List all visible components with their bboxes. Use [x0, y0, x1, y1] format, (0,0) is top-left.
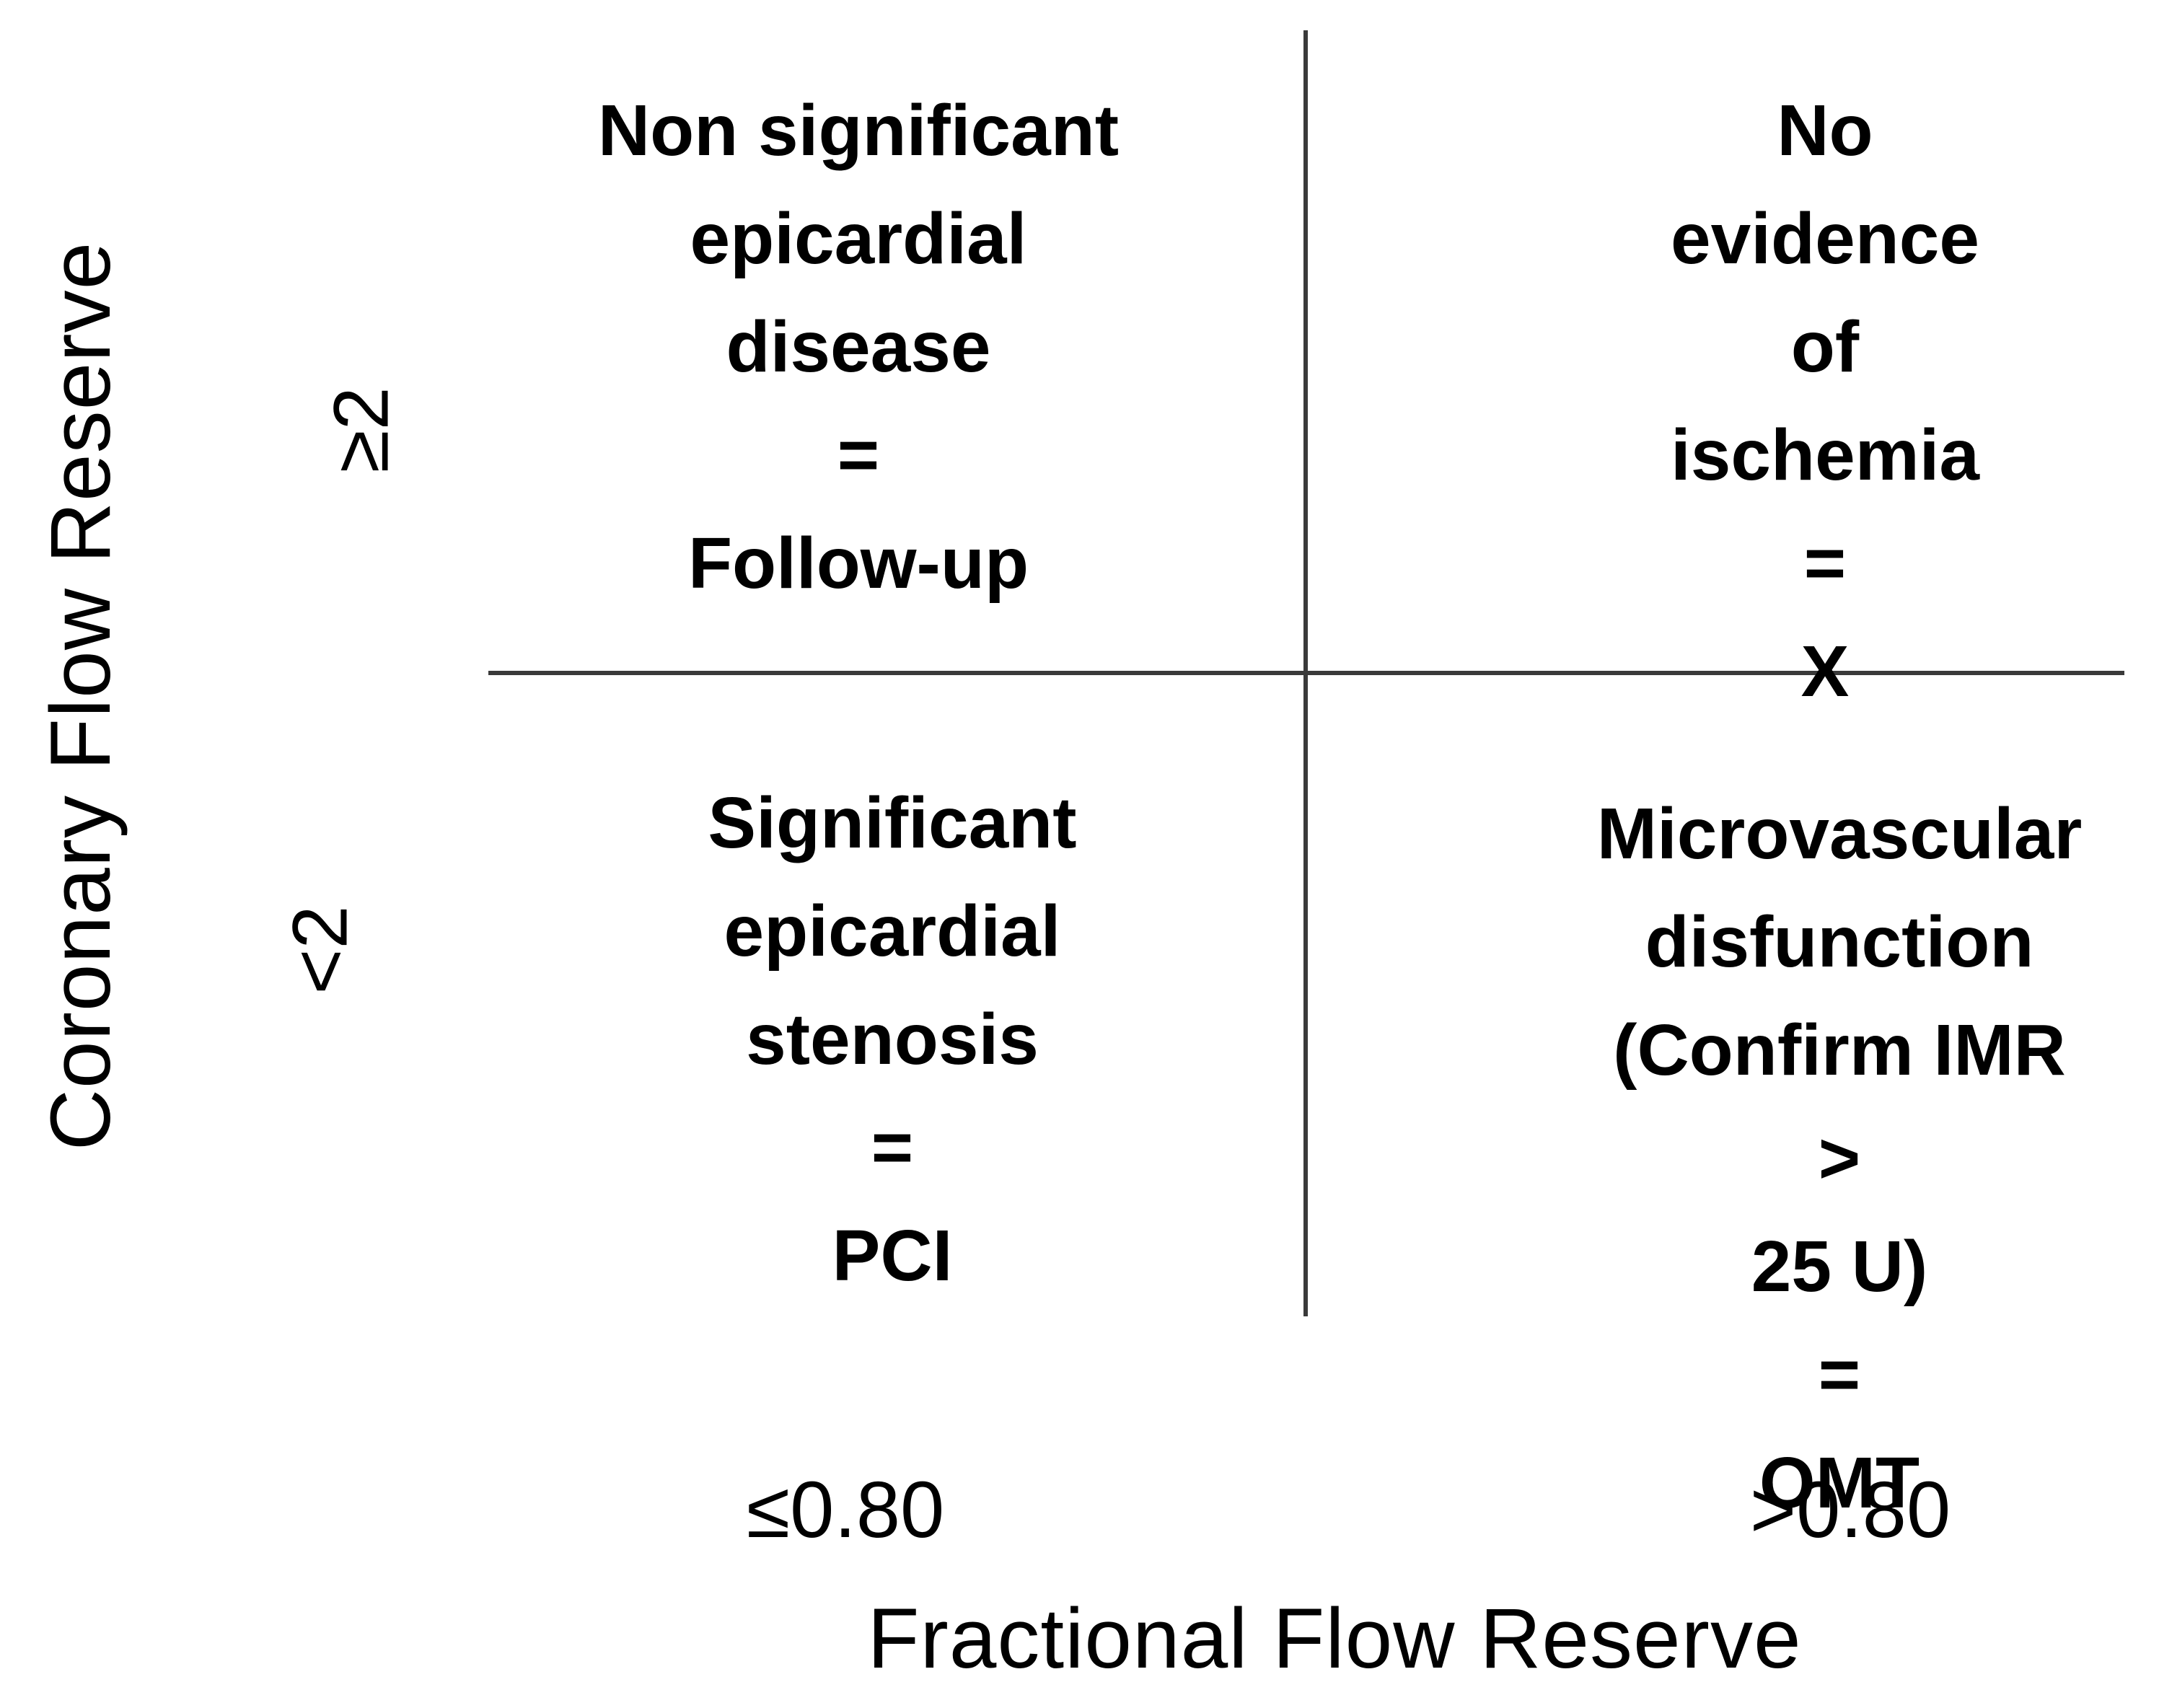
- y-axis-tick-upper: ≥2: [317, 387, 405, 473]
- y-axis-tick-lower: <2: [276, 905, 364, 995]
- x-axis-title: Fractional Flow Reserve: [867, 1591, 1802, 1686]
- quadrant-top-right-label: No evidence of ischemia = X: [1670, 90, 1980, 712]
- quadrant-bottom-right-label: Microvascular disfunction (Confirm IMR >…: [1596, 793, 2083, 1523]
- x-axis-tick-right: >0.80: [1749, 1466, 1951, 1554]
- quadrant-bottom-left-label: Significant epicardial stenosis = PCI: [708, 783, 1077, 1296]
- quadrant-top-left-label: Non significant epicardial disease = Fol…: [597, 90, 1120, 604]
- horizontal-divider-line: [488, 671, 2124, 675]
- y-axis-title: Coronary Flow Reserve: [33, 241, 128, 1151]
- x-axis-tick-left: ≤0.80: [746, 1466, 945, 1554]
